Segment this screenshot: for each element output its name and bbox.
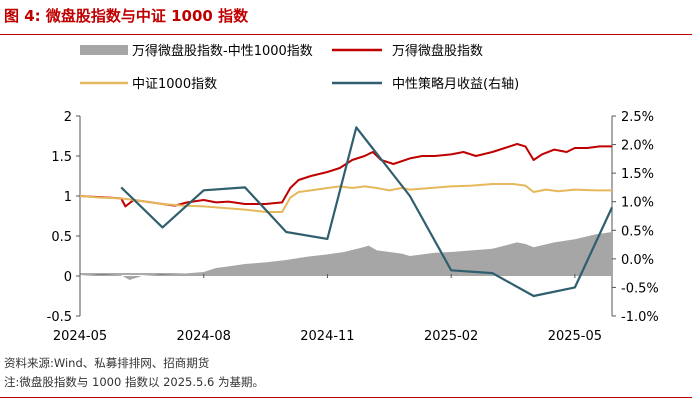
- series-line-neutral: [120, 126, 613, 298]
- title-bar: 图 4: 微盘股指数与中证 1000 指数: [0, 0, 692, 35]
- right-tick-label: 2.0%: [621, 139, 654, 154]
- note-text: 注:微盘股指数与 1000 指数以 2025.5.6 为基期。: [4, 375, 264, 389]
- series-line-microcap: [79, 143, 612, 208]
- x-tick-label: 2024-05: [53, 329, 107, 344]
- legend-label-neutral: 中性策略月收益(右轴): [392, 76, 519, 92]
- right-tick-label: 1.0%: [621, 196, 654, 211]
- left-tick-label: 0: [64, 270, 72, 285]
- x-tick-label: 2024-08: [177, 329, 231, 344]
- right-tick-label: 0.0%: [621, 253, 654, 268]
- x-tick-label: 2024-11: [300, 329, 354, 344]
- legend-item-microcap: 万得微盘股指数: [332, 43, 483, 59]
- figure-title: 图 4: 微盘股指数与中证 1000 指数: [4, 7, 249, 25]
- legend-label-csi1000: 中证1000指数: [132, 77, 217, 92]
- legend-item-spread: 万得微盘股指数-中性1000指数: [80, 43, 313, 59]
- legend-label-spread: 万得微盘股指数-中性1000指数: [132, 43, 313, 59]
- chart: 万得微盘股指数-中性1000指数 万得微盘股指数 中证1000指数 中性策略月收…: [47, 43, 659, 344]
- legend-item-neutral: 中性策略月收益(右轴): [332, 76, 519, 92]
- right-tick-label: 0.5%: [621, 224, 654, 239]
- x-tick-label: 2025-05: [548, 329, 602, 344]
- left-tick-label: 2: [64, 110, 72, 125]
- legend-item-csi1000: 中证1000指数: [80, 77, 217, 92]
- plot-area: 2 1.5 1 0.5 0 -0.5 2.5% 2.0% 1.5% 1.0% 0.5% 0.0% -0.…: [47, 110, 659, 344]
- x-tick-label: 2025-02: [424, 329, 478, 344]
- left-tick-label: 0.5: [51, 230, 72, 245]
- right-tick-label: 1.5%: [621, 167, 654, 182]
- left-tick-label: 1: [64, 190, 72, 205]
- left-tick-label: 1.5: [51, 150, 72, 165]
- series-line-csi1000: [79, 183, 612, 213]
- bottom-rule: [0, 397, 692, 398]
- legend-swatch-spread: [80, 45, 128, 55]
- legend: 万得微盘股指数-中性1000指数 万得微盘股指数 中证1000指数 中性策略月收…: [80, 43, 519, 92]
- legend-label-microcap: 万得微盘股指数: [392, 43, 483, 59]
- right-tick-label: 2.5%: [621, 110, 654, 125]
- series-area-spread: [80, 232, 612, 280]
- left-tick-label: -0.5: [47, 310, 72, 325]
- right-tick-label: -1.0%: [621, 310, 659, 325]
- right-tick-label: -0.5%: [621, 281, 659, 296]
- source-text: 资料来源:Wind、私募排排网、招商期货: [4, 356, 210, 370]
